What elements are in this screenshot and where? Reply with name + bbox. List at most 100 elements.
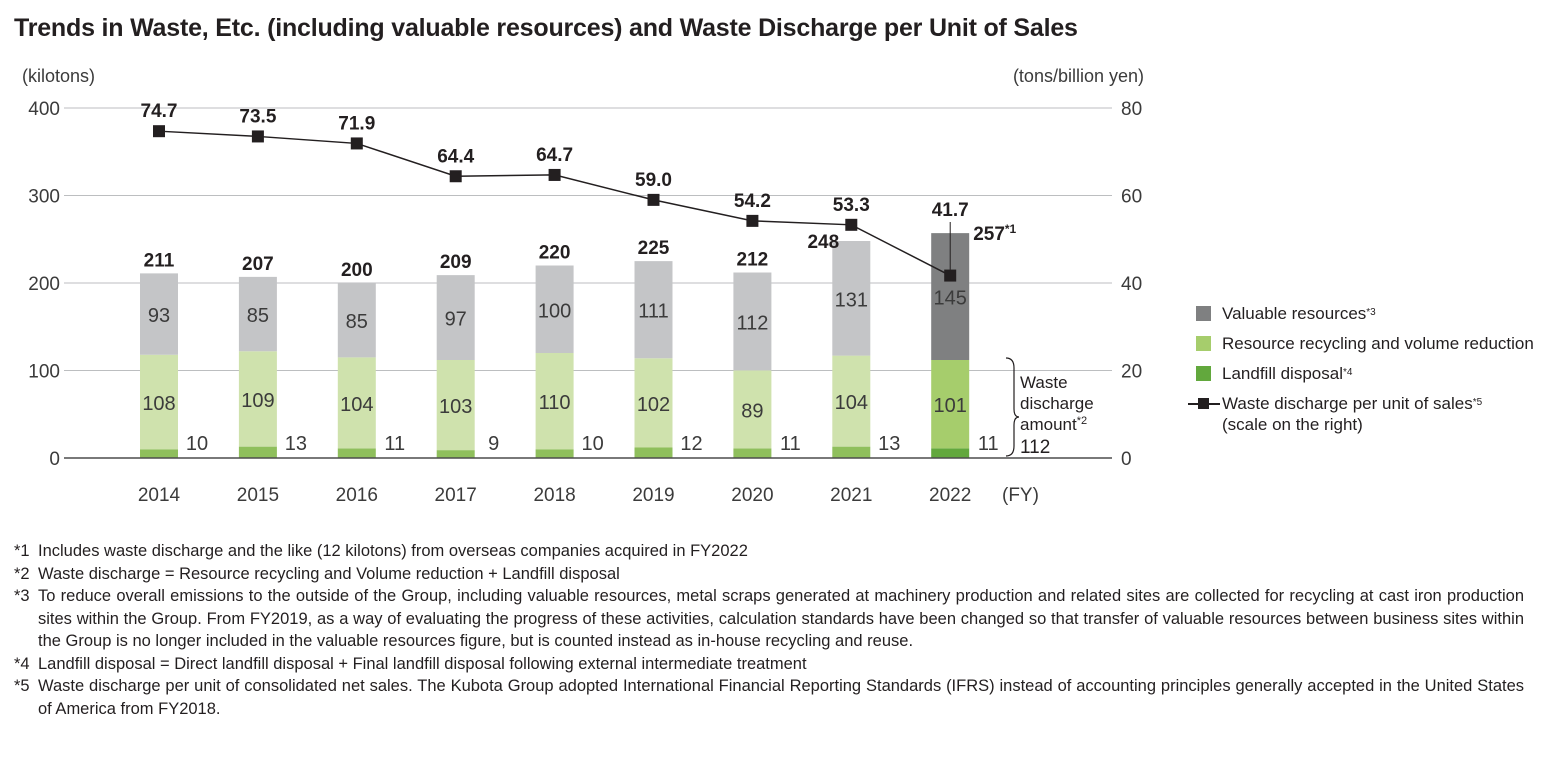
total-label-2018: 220 <box>539 243 571 264</box>
y-right-tick-label: 40 <box>1121 274 1142 295</box>
footnote-2: *2 Waste discharge = Resource recycling a… <box>14 563 1524 586</box>
total-label-2020: 212 <box>737 250 769 271</box>
legend-label-per-unit: Waste discharge per unit of sales <box>1222 394 1473 413</box>
y-left-tick-label: 400 <box>28 99 60 120</box>
y-right-tick-label: 60 <box>1121 187 1142 208</box>
legend-item-per-unit: Waste discharge per unit of sales*5 (sca… <box>1188 393 1537 435</box>
per-unit-label-2018: 64.7 <box>536 145 573 166</box>
bar-landfill-2021 <box>832 446 871 458</box>
bar-recycling-2021 <box>832 355 871 447</box>
per-unit-marker-2014 <box>153 125 165 138</box>
bar-valuable-2020 <box>733 272 772 371</box>
legend-note-valuable: *3 <box>1366 307 1376 318</box>
legend-label-valuable: Valuable resources <box>1222 304 1367 323</box>
label-recycling: 108 <box>142 393 175 415</box>
label-landfill: 10 <box>581 433 603 455</box>
label-recycling: 109 <box>241 390 274 412</box>
label-landfill: 10 <box>186 433 208 455</box>
bar-valuable-2014 <box>140 273 178 355</box>
bar-valuable-2017 <box>436 275 475 360</box>
footnote-1: *1 Includes waste discharge and the like … <box>14 540 1524 563</box>
label-valuable: 111 <box>638 301 668 323</box>
per-unit-label-2021: 53.3 <box>833 195 870 216</box>
legend-note-per-unit: *5 <box>1472 397 1483 408</box>
y-left-axis-label: (kilotons) <box>22 66 95 86</box>
bar-landfill-2018 <box>535 449 574 458</box>
per-unit-label-2014: 74.7 <box>141 101 178 122</box>
x-tick-label: 2014 <box>138 485 181 506</box>
per-unit-marker-2015 <box>251 130 264 143</box>
footnote-4: *4 Landfill disposal = Direct landfill di… <box>14 653 1524 676</box>
legend-sub-per-unit: (scale on the right) <box>1222 415 1363 434</box>
per-unit-label-2015: 73.5 <box>239 106 276 127</box>
per-unit-label-2019: 59.0 <box>635 170 672 191</box>
total-label-2015: 207 <box>242 254 274 275</box>
label-landfill: 11 <box>780 433 801 455</box>
per-unit-marker-2019 <box>647 193 660 206</box>
legend-item-landfill: Landfill disposal*4 <box>1192 363 1537 384</box>
brace-label-line: discharge <box>1020 394 1094 413</box>
footnote-mark: *1 <box>14 542 30 560</box>
per-unit-label-2016: 71.9 <box>338 113 375 134</box>
x-tick-label: 2020 <box>731 485 773 506</box>
chart-title: Trends in Waste, Etc. (including valuabl… <box>14 14 1078 42</box>
label-landfill: 9 <box>488 433 499 455</box>
label-valuable: 85 <box>346 311 368 333</box>
y-right-tick-label: 20 <box>1121 362 1142 383</box>
bar-landfill-2019 <box>634 447 673 458</box>
label-landfill: 11 <box>384 433 405 455</box>
footnote-text: Waste discharge per unit of consolidated… <box>38 677 1524 718</box>
footnote-text: Includes waste discharge and the like (1… <box>38 542 748 560</box>
legend-note-landfill: *4 <box>1342 367 1353 378</box>
y-left-tick-label: 0 <box>49 449 60 470</box>
waste-discharge-brace <box>1005 357 1020 457</box>
per-unit-label-2017: 64.4 <box>437 146 474 167</box>
total-label-2016: 200 <box>341 260 373 281</box>
per-unit-marker-2022 <box>944 269 957 282</box>
brace-value: 112 <box>1020 437 1050 458</box>
label-landfill: 13 <box>878 433 900 455</box>
label-recycling: 89 <box>741 400 763 422</box>
per-unit-marker-2018 <box>548 168 561 181</box>
x-tick-label: 2022 <box>929 485 971 506</box>
bar-valuable-2021 <box>832 241 871 356</box>
label-valuable: 97 <box>445 309 467 331</box>
label-recycling: 101 <box>934 395 967 417</box>
per-unit-marker-2021 <box>845 218 858 231</box>
brace-label-line: amount*2 <box>1020 415 1087 434</box>
y-right-tick-label: 80 <box>1121 99 1142 120</box>
total-label-2019: 225 <box>638 238 670 259</box>
label-valuable: 85 <box>247 305 269 327</box>
y-left-tick-label: 300 <box>28 187 60 208</box>
bar-landfill-2015 <box>238 446 277 458</box>
bar-valuable-2018 <box>535 265 574 353</box>
bar-landfill-2016 <box>337 448 376 458</box>
legend-label-recycling: Resource recycling and volume reduction <box>1222 334 1534 353</box>
per-unit-label-2020: 54.2 <box>734 191 771 212</box>
total-label-2014: 211 <box>144 250 175 271</box>
footnotes: *1 Includes waste discharge and the like … <box>14 540 1524 720</box>
bar-recycling-2015 <box>238 351 277 447</box>
per-unit-marker-2020 <box>746 214 759 227</box>
label-recycling: 104 <box>340 394 373 416</box>
total-label-2022: 257*1 <box>973 222 1016 245</box>
x-tick-label: 2015 <box>237 485 279 506</box>
legend-swatch-landfill <box>1196 366 1211 381</box>
label-recycling: 104 <box>835 392 868 414</box>
y-left-tick-label: 100 <box>28 362 60 383</box>
total-label-2017: 209 <box>440 252 472 273</box>
x-tick-label: 2017 <box>435 485 477 506</box>
x-tick-label: 2016 <box>336 485 378 506</box>
brace-label-line: Waste <box>1020 373 1068 392</box>
waste-trend-chart: 0 100 200 300 400 0 20 40 60 80 (kilotons) (tons/bi… <box>22 66 1144 506</box>
legend-swatch-valuable <box>1196 306 1211 321</box>
brace-note: *2 <box>1077 415 1087 427</box>
per-unit-label-2022: 41.7 <box>932 200 969 221</box>
footnote-text: Waste discharge = Resource recycling and… <box>38 564 620 583</box>
x-tick-label: 2021 <box>830 485 872 506</box>
y-right-tick-label: 0 <box>1121 449 1132 470</box>
footnote-mark: *4 <box>14 654 30 673</box>
bar-recycling-2014 <box>140 354 178 450</box>
bar-recycling-2018 <box>535 353 574 450</box>
footnote-3: *3 To reduce overall emissions to the out… <box>14 585 1524 653</box>
